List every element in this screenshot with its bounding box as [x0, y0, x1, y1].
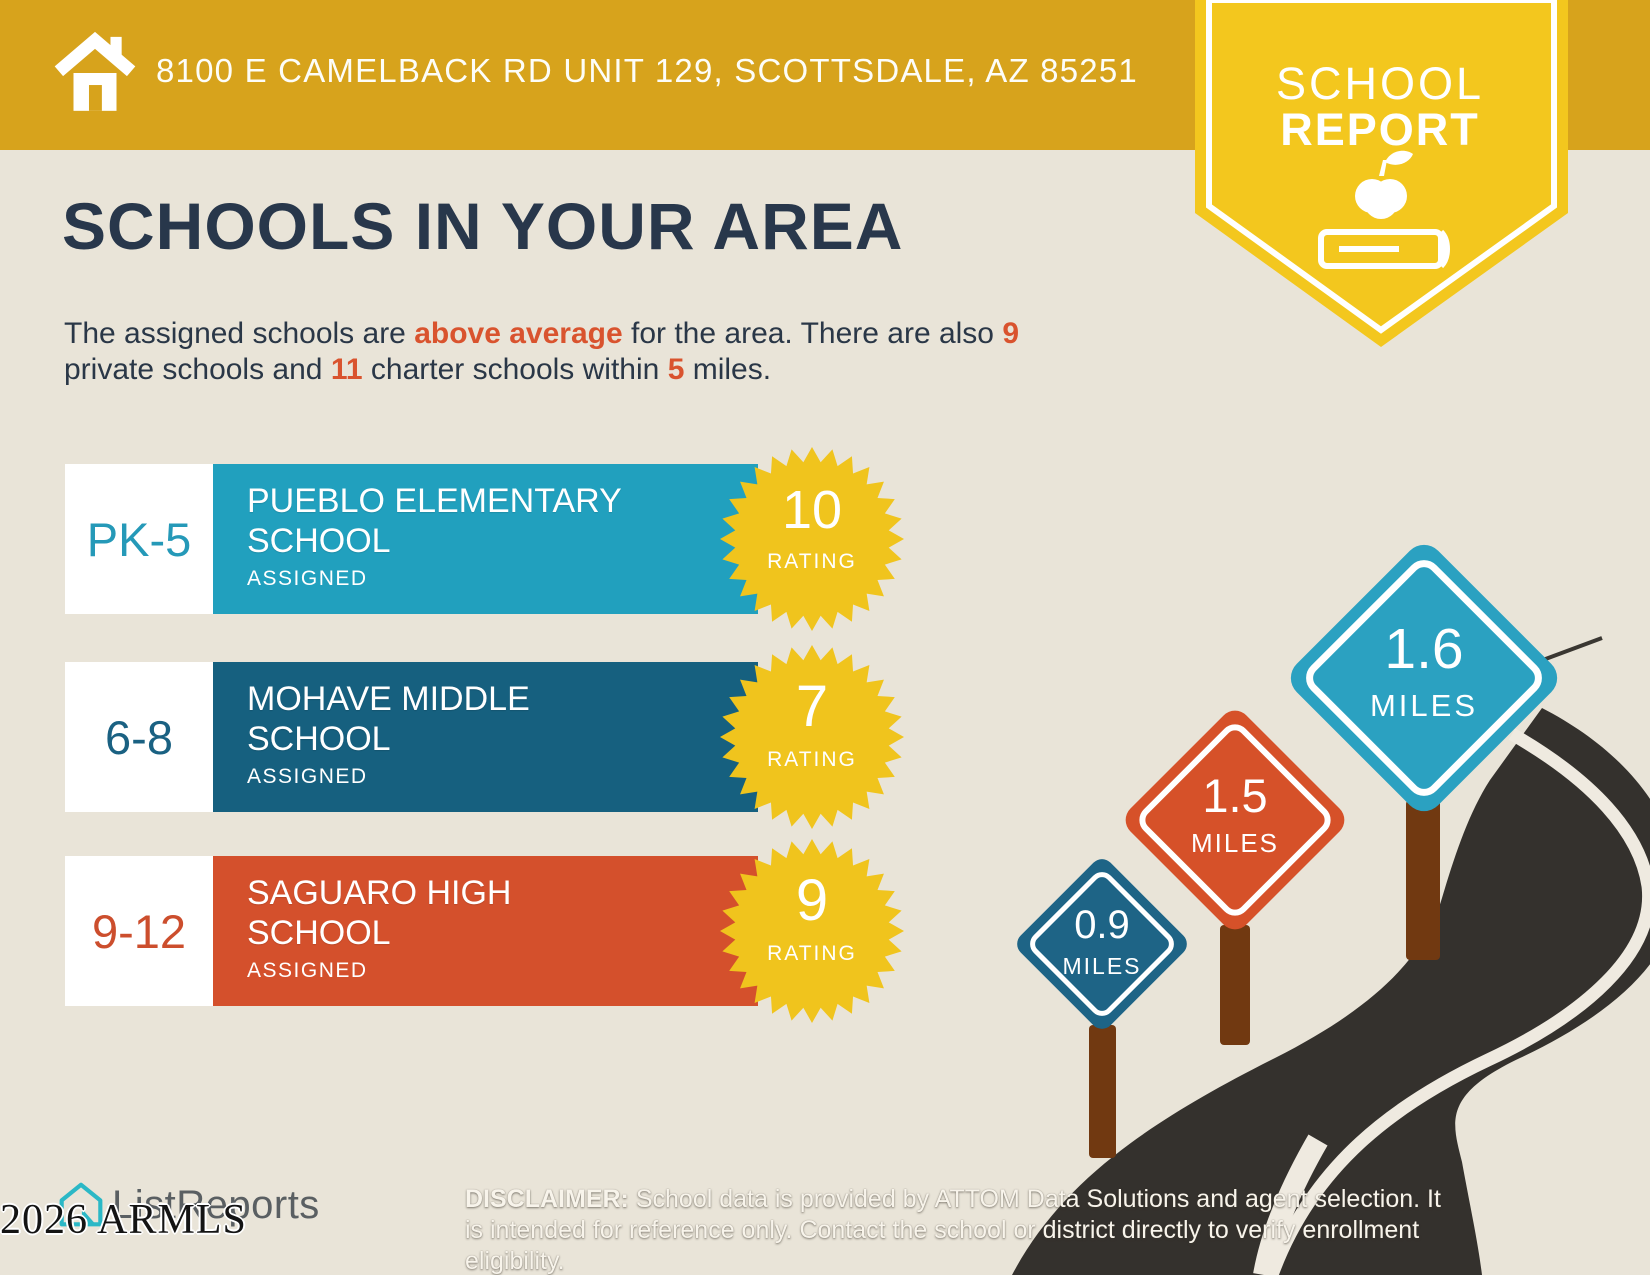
- listreports-logo: ListReports: [58, 1181, 320, 1229]
- intro-post: miles.: [684, 353, 772, 386]
- listreports-house-icon: [59, 1182, 103, 1227]
- grade-range-box: PK-5: [65, 464, 213, 614]
- school-row-middle: 6-8 MOHAVE MIDDLE SCHOOL ASSIGNED 7 RATI…: [65, 645, 905, 829]
- disclaimer-text: DISCLAIMER: School data is provided by A…: [465, 1184, 1450, 1275]
- assigned-label: ASSIGNED: [247, 567, 368, 590]
- distance-sign-1-5: 1.5 MILES: [1125, 710, 1345, 930]
- sign-post-0-9: [1089, 1025, 1116, 1158]
- road-graphic: [1012, 708, 1650, 1275]
- badge-line2: REPORT: [1280, 104, 1480, 155]
- radius-miles: 5: [667, 353, 685, 386]
- distance-sign-0-9: 0.9 MILES: [1017, 859, 1187, 1029]
- school-bar: MOHAVE MIDDLE SCHOOL ASSIGNED: [213, 662, 758, 812]
- rating-starburst: 10 RATING: [720, 447, 904, 631]
- school-bar: PUEBLO ELEMENTARY SCHOOL ASSIGNED: [213, 464, 758, 614]
- rating-label: RATING: [767, 550, 857, 573]
- sign-unit: MILES: [1191, 828, 1279, 858]
- school-report-badge: SCHOOL REPORT: [1187, 0, 1573, 355]
- intro-mid1: for the area. There are also: [622, 317, 1003, 350]
- road-center-line: [1265, 728, 1650, 1275]
- sign-distance: 0.9: [1074, 903, 1130, 947]
- sign-unit: MILES: [1370, 688, 1478, 723]
- badge-line1: SCHOOL: [1275, 58, 1485, 109]
- intro-mid3: charter schools within: [362, 353, 668, 386]
- school-name: SAGUARO HIGH SCHOOL: [247, 874, 512, 952]
- home-icon: [54, 31, 136, 111]
- rating-value: 9: [795, 868, 829, 933]
- assigned-label: ASSIGNED: [247, 765, 368, 788]
- intro-pre: The assigned schools are: [64, 317, 415, 350]
- rating-starburst: 9 RATING: [720, 839, 904, 1023]
- private-school-count: 9: [1002, 317, 1020, 350]
- charter-school-count: 11: [330, 353, 363, 386]
- rating-value: 7: [795, 674, 829, 739]
- disclaimer-label: DISCLAIMER:: [465, 1185, 629, 1213]
- intro-highlight-quality: above average: [414, 317, 623, 350]
- property-address: 8100 E CAMELBACK RD UNIT 129, SCOTTSDALE…: [156, 52, 1138, 89]
- armls-watermark: 2026 ARMLS: [0, 1197, 247, 1243]
- rating-value: 10: [781, 480, 843, 540]
- distance-sign-1-6: 1.6 MILES: [1290, 544, 1558, 812]
- listreports-logo-text: ListReports: [112, 1182, 320, 1227]
- road-center-line-wide: [1253, 1134, 1328, 1275]
- sign-post-1-6: [1406, 800, 1440, 960]
- badge-pennant: [1195, 0, 1568, 347]
- sign-post-1-5: [1220, 925, 1250, 1045]
- school-name: MOHAVE MIDDLE SCHOOL: [247, 680, 530, 758]
- school-name: PUEBLO ELEMENTARY SCHOOL: [247, 482, 622, 560]
- assigned-label: ASSIGNED: [247, 959, 368, 982]
- apple-on-book-icon: [1318, 150, 1450, 269]
- school-row-high: 9-12 SAGUARO HIGH SCHOOL ASSIGNED 9 RATI…: [65, 839, 905, 1023]
- page-title: SCHOOLS IN YOUR AREA: [62, 189, 904, 263]
- grade-range-box: 9-12: [65, 856, 213, 1006]
- disclaimer-body: School data is provided by ATTOM Data So…: [465, 1185, 1441, 1275]
- school-bar: SAGUARO HIGH SCHOOL ASSIGNED: [213, 856, 758, 1006]
- rating-starburst: 7 RATING: [720, 645, 904, 829]
- grade-range-box: 6-8: [65, 662, 213, 812]
- sign-distance: 1.6: [1384, 617, 1463, 681]
- rating-label: RATING: [767, 748, 857, 771]
- rating-label: RATING: [767, 942, 857, 965]
- intro-mid2: private schools and: [64, 353, 331, 386]
- sign-distance: 1.5: [1202, 769, 1267, 822]
- sign-unit: MILES: [1062, 953, 1141, 979]
- school-row-elementary: PK-5 PUEBLO ELEMENTARY SCHOOL ASSIGNED 1…: [65, 447, 905, 631]
- intro-paragraph: The assigned schools are above average f…: [64, 316, 1054, 388]
